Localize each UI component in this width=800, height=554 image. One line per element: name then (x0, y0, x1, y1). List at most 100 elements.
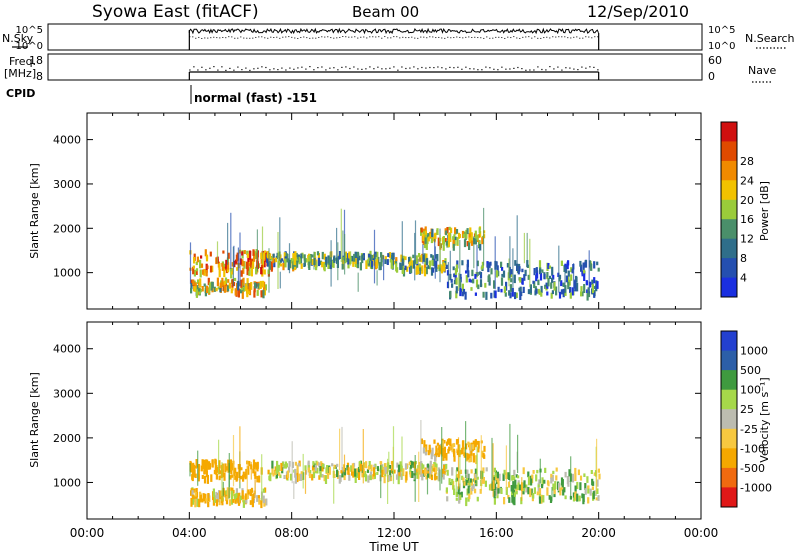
data-cell (211, 459, 214, 467)
data-streak (512, 248, 514, 293)
data-cell (270, 261, 273, 269)
data-cell (213, 469, 216, 475)
nave-dot (401, 66, 403, 68)
nave-dot (257, 67, 259, 69)
data-cell (303, 262, 306, 267)
data-cell (470, 444, 473, 453)
data-cell (481, 261, 484, 268)
nsearch-dot (240, 36, 242, 38)
data-cell (239, 258, 242, 265)
data-cell (456, 260, 459, 269)
data-cell (334, 257, 337, 261)
data-cell (231, 285, 234, 291)
nave-dot (317, 67, 319, 69)
data-streak (434, 246, 436, 279)
data-streak (491, 437, 493, 491)
data-cell (542, 495, 545, 503)
data-cell (493, 467, 496, 473)
data-streak (216, 241, 219, 264)
data-cell (400, 254, 403, 262)
nave-dot (361, 68, 363, 70)
data-streak (505, 445, 507, 491)
data-streak (197, 450, 199, 486)
nsearch-dot (306, 37, 308, 39)
data-cell (497, 271, 500, 277)
nave-label: Nave (748, 64, 776, 77)
nsearch-dot (486, 36, 488, 38)
data-cell (568, 279, 571, 286)
data-streak (465, 421, 467, 479)
data-cell (436, 442, 439, 446)
nsearch-dot (267, 37, 269, 39)
data-cell (553, 489, 556, 495)
data-cell (249, 489, 252, 496)
data-streak (288, 243, 291, 274)
colorbar-swatch (721, 428, 737, 449)
data-cell (271, 460, 274, 469)
data-cell (595, 497, 598, 501)
data-cell (427, 463, 430, 468)
data-cell (240, 475, 243, 480)
nsearch-dot (339, 36, 341, 38)
data-cell (285, 463, 288, 468)
data-cell (236, 267, 239, 271)
data-cell (263, 288, 266, 296)
y-tick-label: 3000 (53, 178, 81, 191)
data-cell (455, 497, 458, 501)
data-cell (485, 467, 488, 472)
nsearch-dot (216, 37, 218, 39)
data-cell (422, 234, 425, 242)
nsearch-dot (213, 36, 215, 38)
data-cell (250, 267, 253, 276)
nsearch-dot (255, 36, 257, 38)
data-cell (397, 469, 400, 477)
data-streak (304, 469, 307, 494)
data-cell (404, 256, 407, 261)
data-cell (206, 285, 209, 293)
data-cell (252, 261, 255, 269)
data-cell (509, 284, 512, 292)
data-cell (540, 494, 543, 504)
data-cell (255, 266, 258, 275)
data-cell (475, 455, 478, 465)
data-cell (423, 231, 426, 236)
data-cell (203, 459, 206, 465)
data-cell (246, 289, 249, 298)
nsearch-dot (414, 37, 416, 39)
data-cell (390, 468, 393, 474)
nave-dot (497, 69, 499, 71)
data-cell (500, 488, 503, 494)
data-cell (462, 447, 466, 457)
data-cell (466, 453, 469, 460)
data-cell (461, 260, 464, 266)
data-cell (430, 474, 434, 481)
data-cell (228, 282, 231, 289)
data-cell (497, 480, 500, 489)
data-cell (468, 493, 471, 500)
data-cell (380, 258, 383, 267)
data-cell (424, 226, 427, 233)
nsearch-dot (300, 37, 302, 39)
data-cell (199, 259, 202, 269)
nave-dot (417, 68, 419, 70)
data-cell (319, 470, 322, 478)
data-cell (298, 256, 301, 265)
data-cell (205, 270, 208, 277)
data-cell (428, 260, 432, 267)
data-cell (553, 281, 556, 291)
data-cell (248, 288, 252, 296)
data-cell (218, 475, 221, 481)
data-cell (381, 466, 384, 471)
x-tick-label: 04:00 (172, 526, 207, 540)
data-cell (340, 470, 343, 474)
nsearch-dot (432, 36, 434, 38)
data-cell (294, 468, 297, 478)
data-cell (538, 479, 541, 487)
data-cell (253, 286, 256, 293)
data-cell (266, 261, 270, 267)
data-cell (356, 260, 360, 269)
data-cell (582, 269, 586, 276)
data-cell (526, 260, 529, 268)
data-cell (215, 257, 218, 265)
data-cell (388, 475, 391, 482)
